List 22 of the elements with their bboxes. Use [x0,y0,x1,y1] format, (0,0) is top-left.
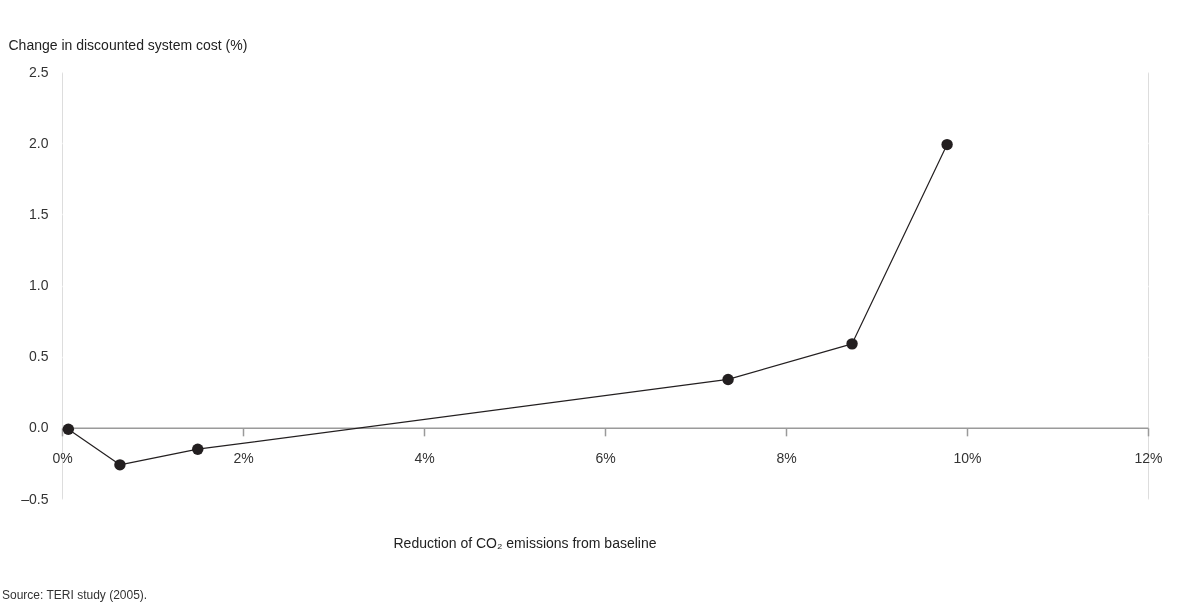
x-tick-label: 4% [414,450,435,467]
x-tick-label: 10% [953,450,982,467]
y-tick-label: 1.0 [29,277,49,293]
x-tick-label: 8% [776,450,797,467]
y-tick-label: 0.5 [29,348,49,365]
x-axis-title: Reduction of CO₂ emissions from baseline [393,535,657,551]
point [941,138,953,151]
y-tick-label: –0.5 [21,490,49,507]
point [192,443,204,455]
x-tick-label: 6% [595,450,616,467]
point [722,373,734,386]
x-tick-label: 12% [1134,450,1163,467]
y-tick-label: 1.5 [29,205,49,222]
y-tick-label: 2.5 [29,63,49,80]
point [846,338,858,350]
y-tick-label: 0.0 [29,419,49,436]
y-axis-title: Change in discounted system cost (%) [8,36,248,53]
point [114,459,126,471]
x-tick-label: 2% [233,450,254,467]
x-tick-label: 0% [52,450,73,467]
source-note: Source: TERI study (2005). [2,588,148,602]
y-tick-label: 2.0 [29,134,49,151]
